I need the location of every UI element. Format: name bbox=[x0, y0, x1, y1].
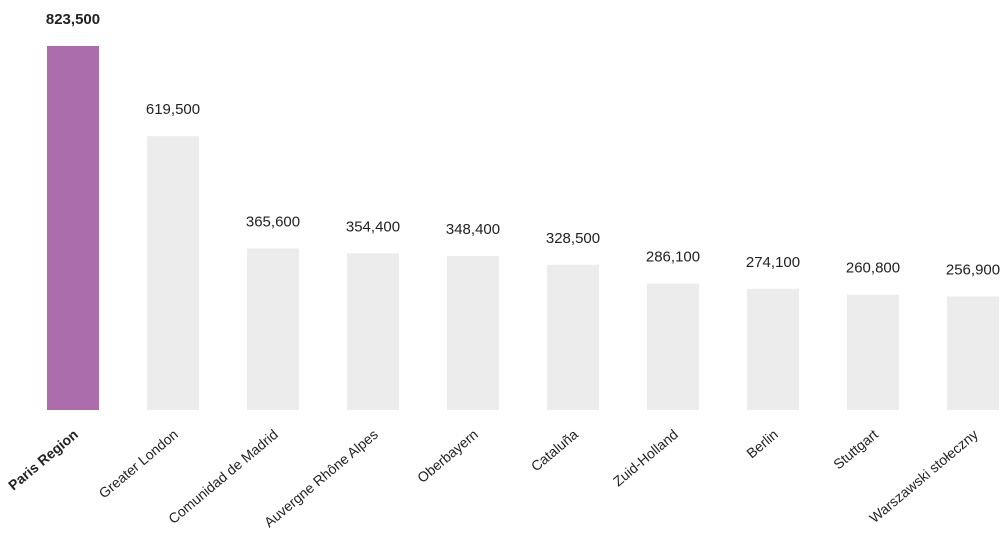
value-label-5: 328,500 bbox=[546, 230, 600, 247]
value-label-1: 619,500 bbox=[146, 101, 200, 118]
category-label-2: Comunidad de Madrid bbox=[165, 426, 281, 527]
bars-group bbox=[47, 46, 999, 411]
category-label-4: Oberbayern bbox=[414, 426, 481, 486]
value-label-0: 823,500 bbox=[46, 11, 100, 28]
category-label-5: Cataluña bbox=[528, 426, 581, 474]
category-label-8: Stuttgart bbox=[830, 426, 881, 472]
value-label-6: 286,100 bbox=[646, 249, 700, 266]
category-label-9: Warszawski stołeczny bbox=[866, 426, 981, 526]
bar-4 bbox=[447, 256, 499, 410]
bar-6 bbox=[647, 283, 699, 410]
category-label-6: Zuid-Holland bbox=[610, 426, 681, 489]
bar-2 bbox=[247, 248, 299, 410]
bar-7 bbox=[747, 288, 799, 410]
value-label-4: 348,400 bbox=[446, 221, 500, 238]
value-labels-group: 823,500 619,500 365,600 354,400 348,400 328,5… bbox=[46, 11, 1000, 278]
bar-5 bbox=[547, 264, 599, 410]
bar-9 bbox=[947, 296, 999, 410]
category-label-7: Berlin bbox=[743, 426, 781, 461]
bar-8 bbox=[847, 294, 899, 410]
bar-3 bbox=[347, 253, 399, 410]
bar-1 bbox=[147, 136, 199, 411]
category-label-1: Greater London bbox=[96, 426, 181, 501]
value-label-7: 274,100 bbox=[746, 254, 800, 271]
bar-0 bbox=[47, 46, 99, 410]
value-label-2: 365,600 bbox=[246, 213, 300, 230]
value-label-9: 256,900 bbox=[946, 261, 1000, 278]
value-label-8: 260,800 bbox=[846, 260, 900, 277]
category-label-0: Paris Region bbox=[5, 426, 81, 493]
category-label-3: Auvergne Rhône Alpes bbox=[261, 426, 381, 530]
value-label-3: 354,400 bbox=[346, 218, 400, 235]
